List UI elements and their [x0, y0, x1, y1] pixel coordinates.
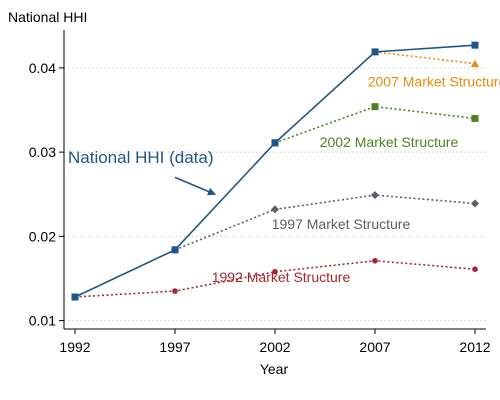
- x-tick-label: 1997: [159, 339, 190, 355]
- series-label-2007: 2007 Market Structure: [368, 73, 500, 89]
- series-labels: 1992 Market Structure 1997 Market Structu…: [212, 73, 500, 284]
- data-annotation-arrow: [174, 176, 216, 196]
- y-axis-title: National HHI: [8, 9, 87, 25]
- data-point-square: [271, 139, 279, 147]
- series-label-1992: 1992 Market Structure: [212, 269, 351, 285]
- y-tick-label: 0.04: [29, 60, 56, 76]
- x-tick-label: 1992: [59, 339, 90, 355]
- data-point-square: [471, 41, 479, 49]
- data-annotation-label: National HHI (data): [68, 148, 214, 167]
- data-point-triangle: [471, 59, 479, 67]
- data-point-square: [371, 103, 379, 111]
- data-point-diamond: [271, 205, 279, 214]
- data-point-circle: [172, 288, 178, 294]
- series-label-1997: 1997 Market Structure: [272, 216, 411, 232]
- x-tick-label: 2012: [459, 339, 490, 355]
- series-line-2007: [374, 51, 476, 65]
- data-point-square: [171, 246, 179, 254]
- axes: 0.01 0.02 0.03 0.04 1992 1997 2002 2007 2012: [29, 30, 491, 355]
- x-axis-title: Year: [260, 361, 289, 377]
- series-line-1997: [174, 194, 476, 251]
- data-point-diamond: [471, 199, 479, 208]
- data-point-circle: [472, 266, 478, 273]
- y-tick-label: 0.02: [29, 228, 56, 244]
- data-point-square: [71, 293, 79, 301]
- data-point-circle: [272, 268, 278, 275]
- series-label-2002: 2002 Market Structure: [320, 134, 459, 150]
- y-tick-label: 0.03: [29, 144, 56, 160]
- data-point-square: [471, 114, 479, 122]
- x-tick-label: 2002: [259, 339, 290, 355]
- series-data: [71, 41, 479, 301]
- series-layer: [71, 41, 479, 301]
- x-tick-label: 2007: [359, 339, 390, 355]
- data-point-circle: [372, 257, 378, 264]
- data-point-diamond: [371, 191, 379, 200]
- data-point-square: [371, 48, 379, 56]
- y-tick-label: 0.01: [29, 313, 56, 329]
- data-annotation: National HHI (data): [68, 148, 216, 196]
